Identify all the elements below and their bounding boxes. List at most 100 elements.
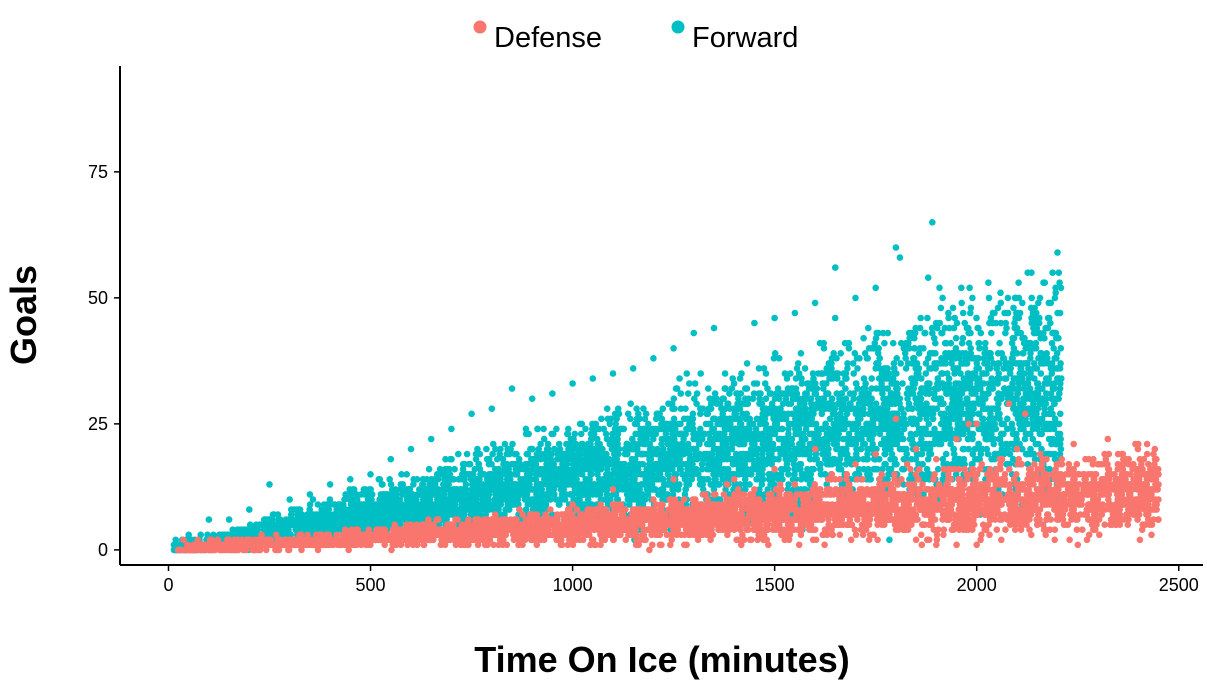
forward-point [704, 410, 712, 418]
forward-point [753, 380, 761, 387]
forward-point [485, 496, 492, 503]
forward-point [881, 365, 888, 372]
forward-point [804, 465, 811, 473]
forward-point [1010, 304, 1017, 312]
forward-point [936, 284, 943, 292]
forward-point [823, 380, 830, 387]
forward-point [503, 506, 511, 513]
forward-point [794, 360, 802, 367]
forward-point [534, 501, 542, 508]
forward-point [1020, 350, 1027, 357]
forward-point [471, 465, 479, 473]
forward-point [797, 420, 804, 428]
forward-point [1057, 345, 1065, 352]
forward-point [291, 506, 298, 513]
forward-point [772, 471, 780, 478]
forward-point [1009, 355, 1016, 362]
forward-point [974, 355, 982, 362]
forward-point [820, 345, 828, 352]
forward-point [900, 481, 907, 488]
forward-point [893, 380, 900, 387]
forward-point [722, 385, 729, 392]
forward-point [248, 526, 255, 533]
forward-point [1032, 339, 1040, 347]
forward-point [951, 314, 958, 322]
forward-point [1052, 289, 1059, 297]
forward-point [893, 390, 900, 397]
forward-point [630, 445, 638, 453]
forward-point [1004, 360, 1012, 367]
forward-point [1010, 385, 1018, 392]
forward-point [1050, 380, 1058, 387]
forward-point [924, 314, 931, 322]
forward-point [837, 410, 844, 418]
forward-point [539, 491, 547, 498]
forward-point [873, 385, 880, 392]
forward-point [747, 430, 754, 438]
forward-point [357, 491, 365, 498]
forward-point [462, 481, 470, 488]
forward-point [529, 445, 536, 453]
forward-point [821, 405, 829, 413]
forward-point [805, 450, 813, 458]
forward-point [854, 365, 861, 372]
forward-point [1052, 395, 1060, 403]
forward-point [769, 476, 776, 483]
forward-point [704, 385, 712, 392]
forward-point [724, 400, 731, 408]
forward-point [808, 400, 815, 408]
forward-point [868, 395, 875, 403]
forward-point [513, 450, 520, 458]
forward-point [638, 450, 645, 458]
forward-point [602, 430, 610, 438]
forward-point [998, 445, 1006, 453]
forward-point [875, 425, 882, 433]
forward-point [958, 299, 965, 307]
forward-point [985, 279, 992, 287]
forward-point [1049, 269, 1056, 277]
forward-point [391, 511, 398, 518]
forward-point [721, 370, 729, 377]
forward-point [682, 405, 689, 413]
forward-point [945, 350, 952, 357]
forward-point [856, 355, 863, 362]
forward-point [711, 415, 718, 423]
forward-point [797, 430, 804, 438]
forward-point [1053, 350, 1061, 357]
forward-point [929, 410, 937, 418]
forward-point [479, 481, 487, 488]
forward-point [604, 415, 612, 423]
forward-point [802, 425, 810, 433]
forward-point [948, 360, 955, 367]
forward-point [442, 486, 449, 493]
forward-point [814, 425, 821, 433]
forward-point [784, 486, 792, 493]
forward-point [808, 385, 816, 392]
forward-point [803, 476, 811, 483]
forward-point [835, 465, 843, 473]
forward-point [850, 405, 857, 413]
forward-point [807, 395, 814, 403]
forward-point [197, 531, 204, 539]
forward-point [288, 516, 296, 523]
forward-point [1047, 390, 1055, 397]
forward-point [485, 455, 493, 463]
forward-point [946, 324, 953, 332]
forward-point [659, 405, 667, 413]
forward-point [826, 415, 834, 423]
forward-point [676, 375, 683, 382]
forward-point [1016, 400, 1024, 408]
forward-point [449, 476, 457, 483]
forward-point [997, 299, 1005, 307]
forward-point [989, 309, 997, 317]
forward-point [584, 496, 592, 503]
forward-point [945, 309, 952, 317]
forward-point [699, 455, 707, 463]
forward-point [320, 501, 328, 508]
forward-point [1057, 284, 1065, 292]
forward-point [633, 460, 641, 468]
forward-point [1004, 294, 1012, 302]
forward-point [761, 380, 769, 387]
forward-point [810, 465, 817, 473]
forward-point [669, 425, 677, 433]
